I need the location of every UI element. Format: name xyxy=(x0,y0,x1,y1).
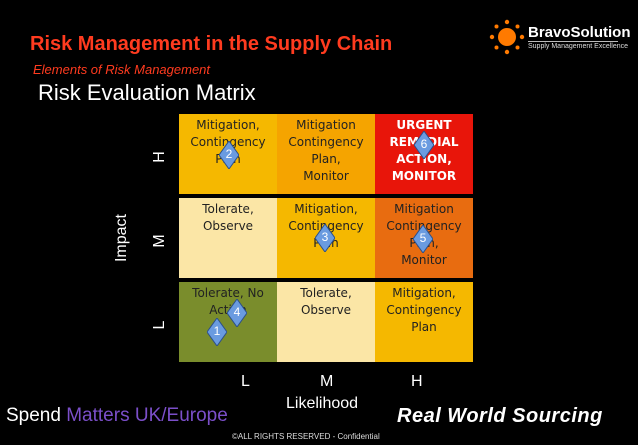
y-level-low: L xyxy=(151,320,168,330)
risk-marker-label: 1 xyxy=(213,324,221,338)
logo-divider xyxy=(528,41,618,42)
risk-marker-5: 5 xyxy=(413,225,433,253)
risk-marker-label: 3 xyxy=(321,230,329,244)
bravosolution-logo xyxy=(488,18,628,58)
risk-marker-1: 1 xyxy=(207,318,227,346)
sun-logo-icon xyxy=(489,19,525,55)
risk-marker-label: 2 xyxy=(225,147,233,161)
risk-marker-label: 5 xyxy=(419,231,427,245)
spend-matters-prefix: Spend xyxy=(6,405,67,426)
cell-text-line: Observe xyxy=(300,303,352,317)
x-axis-title: Likelihood xyxy=(286,395,359,412)
cell-text-line: Plan xyxy=(411,320,437,334)
copyright-notice: ©ALL RIGHTS RESERVED - Confidential xyxy=(232,432,380,441)
x-level-low: L xyxy=(241,373,250,390)
real-world-sourcing-logo: Real World Sourcing xyxy=(397,405,603,427)
cell-text-line: ACTION, xyxy=(396,152,452,166)
diamond-icon xyxy=(219,141,239,169)
cell-text-line: Mitigation xyxy=(296,118,356,132)
risk-marker-4: 4 xyxy=(227,299,247,327)
cell-text-line: Tolerate, xyxy=(202,202,254,216)
cell-high-medium: Mitigation Contingency Plan, Monitor xyxy=(277,114,375,194)
cell-text-line: Monitor xyxy=(303,169,349,183)
page-subtitle: Elements of Risk Management xyxy=(33,62,211,77)
cell-text-line: Monitor xyxy=(401,253,447,267)
x-level-high: H xyxy=(411,373,423,390)
risk-marker-6: 6 xyxy=(414,131,434,159)
logo-name: BravoSolution xyxy=(528,24,631,41)
diamond-icon xyxy=(315,224,335,252)
cell-medium-low: Tolerate, Observe xyxy=(179,198,277,278)
diamond-icon xyxy=(413,225,433,253)
cell-text-line: Tolerate, No xyxy=(192,286,264,300)
diamond-icon xyxy=(207,318,227,346)
diamond-icon xyxy=(227,299,247,327)
cell-text-line: Mitigation, xyxy=(294,202,358,216)
cell-text-line: Mitigation, xyxy=(392,286,456,300)
diamond-icon xyxy=(414,131,434,159)
cell-text-line: MONITOR xyxy=(391,169,457,183)
cell-text-line: Mitigation xyxy=(394,202,454,216)
cell-text-line: Plan, xyxy=(311,152,341,166)
x-level-medium: M xyxy=(320,373,334,390)
cell-text-line: Observe xyxy=(202,219,254,233)
spend-matters-logo: Spend Matters UK/Europe xyxy=(6,405,228,427)
risk-marker-label: 4 xyxy=(233,305,241,319)
page-title: Risk Management in the Supply Chain xyxy=(30,33,393,55)
cell-text-line: Contingency xyxy=(288,135,364,149)
cell-high-high: URGENTREMEDIALACTION,MONITOR xyxy=(375,114,473,194)
risk-marker-3: 3 xyxy=(315,224,335,252)
cell-text-line: Contingency xyxy=(386,303,462,317)
risk-marker-2: 2 xyxy=(219,141,239,169)
y-level-medium: M xyxy=(151,234,168,248)
cell-low-medium: Tolerate, Observe xyxy=(277,282,375,362)
cell-text-line: URGENT xyxy=(396,118,452,132)
cell-text-line: Mitigation, xyxy=(196,118,260,132)
cell-text-line: Tolerate, xyxy=(300,286,352,300)
matrix-title: Risk Evaluation Matrix xyxy=(38,80,256,105)
cell-low-high: Mitigation, Contingency Plan xyxy=(375,282,473,362)
y-level-high: H xyxy=(151,151,168,163)
risk-marker-label: 6 xyxy=(420,137,428,151)
spend-matters-highlight: Matters UK/Europe xyxy=(66,405,228,426)
y-axis-title: Impact xyxy=(113,214,130,263)
logo-tagline: Supply Management Excellence xyxy=(528,43,629,50)
